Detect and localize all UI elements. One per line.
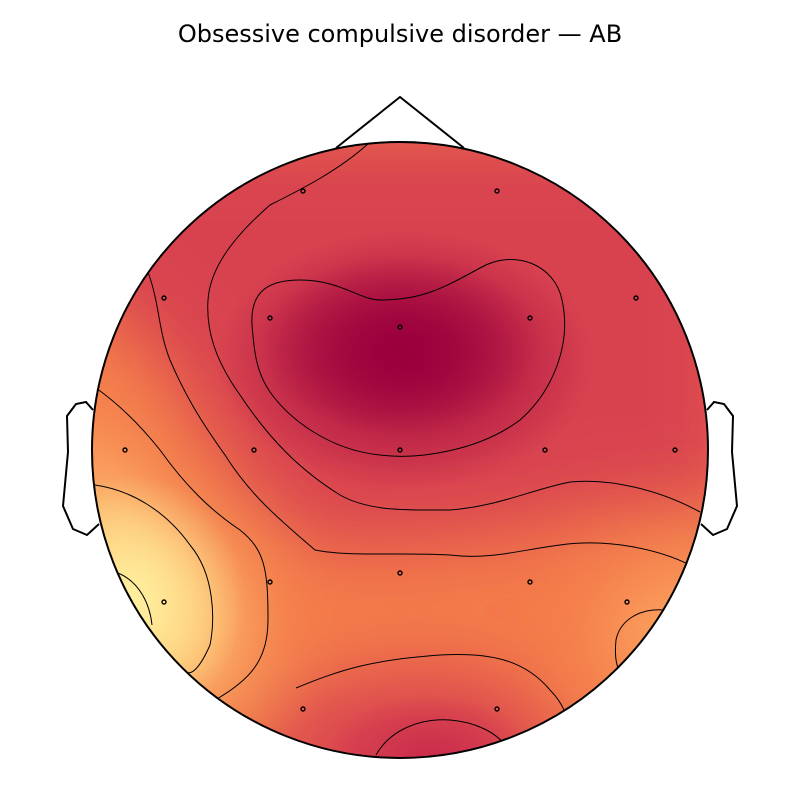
left-ear-outline [61, 400, 100, 537]
electrode-f7 [161, 295, 167, 301]
electrode-o2 [494, 706, 500, 712]
head-outline [91, 141, 709, 759]
electrode-c4 [542, 447, 548, 453]
electrode-fp1 [300, 188, 306, 194]
contour-lines [94, 142, 701, 756]
right-ear-outline [700, 400, 739, 537]
electrode-o1 [300, 706, 306, 712]
electrode-p3 [267, 579, 273, 585]
electrode-cz [397, 447, 403, 453]
electrode-c3 [251, 447, 257, 453]
nose-outline [335, 95, 465, 149]
electrode-f3 [267, 315, 273, 321]
figure-title: Obsessive compulsive disorder — AB [177, 20, 623, 48]
electrode-fp2 [494, 188, 500, 194]
electrode-f8 [633, 295, 639, 301]
electrode-t6 [624, 599, 630, 605]
electrode-pz [397, 570, 403, 576]
electrode-f4 [527, 315, 533, 321]
topomap-field [92, 142, 708, 758]
electrode-t4 [672, 447, 678, 453]
electrode-t3 [122, 447, 128, 453]
electrode-markers [122, 188, 678, 712]
electrode-t5 [161, 599, 167, 605]
electrode-fz [397, 324, 403, 330]
electrode-p4 [527, 579, 533, 585]
